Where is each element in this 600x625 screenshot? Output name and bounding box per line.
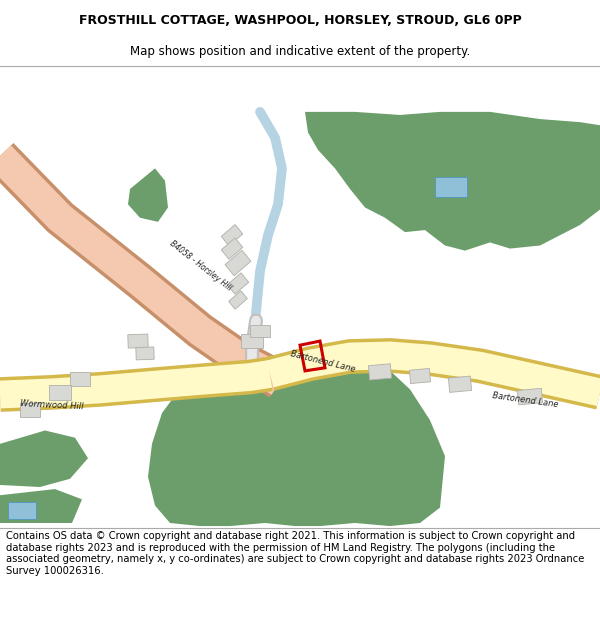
Bar <box>49 385 71 399</box>
Bar <box>250 324 270 337</box>
Text: B4058 - Horsley Hill: B4058 - Horsley Hill <box>168 239 233 293</box>
Bar <box>241 334 263 348</box>
Text: Bartonend Lane: Bartonend Lane <box>492 391 559 409</box>
Text: FROSTHILL COTTAGE, WASHPOOL, HORSLEY, STROUD, GL6 0PP: FROSTHILL COTTAGE, WASHPOOL, HORSLEY, ST… <box>79 14 521 27</box>
Text: Bartonend Lane: Bartonend Lane <box>290 349 357 374</box>
Polygon shape <box>128 168 168 222</box>
Bar <box>229 291 247 309</box>
Bar <box>448 376 472 392</box>
Bar <box>227 273 249 294</box>
Bar <box>225 250 251 276</box>
Bar <box>435 177 467 197</box>
Polygon shape <box>148 362 445 526</box>
Polygon shape <box>305 112 600 251</box>
Bar <box>409 369 431 384</box>
Bar <box>368 364 392 380</box>
Text: Map shows position and indicative extent of the property.: Map shows position and indicative extent… <box>130 46 470 58</box>
Polygon shape <box>0 489 82 523</box>
Text: Contains OS data © Crown copyright and database right 2021. This information is : Contains OS data © Crown copyright and d… <box>6 531 584 576</box>
Text: Wormwood Hill: Wormwood Hill <box>20 399 84 411</box>
Bar <box>70 372 90 386</box>
Bar <box>8 503 36 519</box>
Bar <box>136 347 154 360</box>
Bar <box>128 334 148 348</box>
Polygon shape <box>0 431 88 487</box>
Bar <box>221 238 243 259</box>
Bar <box>517 388 542 405</box>
Bar <box>20 403 40 417</box>
Bar <box>221 224 243 246</box>
